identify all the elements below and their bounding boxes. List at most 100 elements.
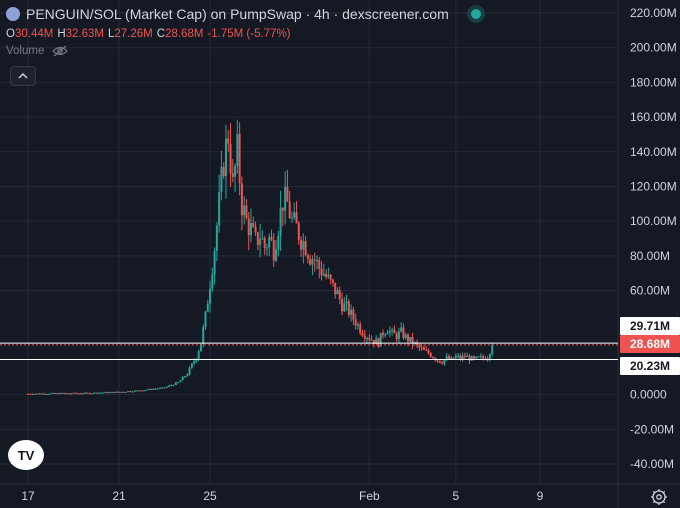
tradingview-logo[interactable]: TV — [8, 440, 44, 470]
candle[interactable] — [411, 332, 414, 350]
candle[interactable] — [108, 391, 111, 394]
candle[interactable] — [54, 392, 57, 395]
candle[interactable] — [334, 282, 337, 299]
candle[interactable] — [234, 163, 237, 193]
candle[interactable] — [311, 255, 314, 276]
candle[interactable] — [138, 390, 141, 392]
candle[interactable] — [325, 269, 328, 280]
candle[interactable] — [461, 352, 464, 362]
candle[interactable] — [302, 233, 305, 264]
candle[interactable] — [147, 388, 150, 391]
candle[interactable] — [131, 391, 134, 393]
candle[interactable] — [427, 348, 430, 355]
candle[interactable] — [58, 392, 61, 395]
candle[interactable] — [270, 229, 273, 242]
candle[interactable] — [190, 363, 193, 369]
candle[interactable] — [213, 247, 216, 285]
candle[interactable] — [347, 299, 350, 319]
candle[interactable] — [127, 391, 130, 393]
candle[interactable] — [174, 381, 177, 386]
candle[interactable] — [388, 326, 391, 338]
candle[interactable] — [320, 261, 323, 281]
candle[interactable] — [261, 230, 264, 240]
candle[interactable] — [168, 384, 171, 388]
candle[interactable] — [407, 332, 410, 347]
candle[interactable] — [33, 393, 36, 395]
volume-row[interactable]: Volume — [6, 43, 620, 59]
candle[interactable] — [409, 336, 412, 343]
candle[interactable] — [416, 339, 419, 349]
eye-off-icon[interactable] — [52, 45, 69, 57]
settings-icon[interactable] — [650, 488, 668, 506]
candle[interactable] — [95, 392, 98, 394]
candle[interactable] — [468, 353, 471, 364]
candle[interactable] — [477, 355, 480, 358]
candle[interactable] — [300, 236, 303, 258]
candle[interactable] — [161, 387, 164, 389]
candle[interactable] — [177, 381, 180, 384]
candle[interactable] — [404, 332, 407, 341]
candle[interactable] — [488, 353, 491, 362]
candle[interactable] — [304, 236, 307, 257]
candle[interactable] — [118, 391, 121, 393]
candle[interactable] — [204, 310, 207, 331]
candle[interactable] — [486, 355, 489, 363]
candle[interactable] — [104, 391, 107, 394]
candle[interactable] — [179, 379, 182, 383]
candle[interactable] — [215, 221, 218, 262]
candle[interactable] — [397, 327, 400, 344]
collapse-legend-button[interactable] — [10, 66, 36, 86]
candle[interactable] — [63, 392, 66, 395]
candle[interactable] — [250, 208, 253, 243]
candle[interactable] — [31, 393, 34, 395]
candle[interactable] — [284, 171, 287, 225]
candle[interactable] — [331, 278, 334, 287]
candle[interactable] — [306, 253, 309, 264]
candle[interactable] — [124, 391, 127, 393]
candle[interactable] — [447, 354, 450, 360]
candle[interactable] — [145, 389, 148, 391]
candle[interactable] — [363, 329, 366, 343]
candle[interactable] — [229, 123, 232, 188]
candle[interactable] — [152, 388, 155, 391]
candle[interactable] — [395, 331, 398, 342]
candle[interactable] — [479, 353, 482, 360]
candle[interactable] — [309, 254, 312, 266]
candle[interactable] — [425, 345, 428, 351]
candle[interactable] — [52, 392, 55, 395]
candle[interactable] — [83, 392, 86, 395]
candle[interactable] — [88, 392, 91, 394]
candle[interactable] — [352, 306, 355, 326]
candle[interactable] — [338, 286, 341, 305]
candle[interactable] — [222, 162, 225, 179]
candle[interactable] — [154, 388, 157, 390]
candle[interactable] — [443, 359, 446, 366]
candle[interactable] — [475, 356, 478, 360]
candle[interactable] — [295, 201, 298, 224]
candle[interactable] — [454, 353, 457, 359]
candle[interactable] — [452, 357, 455, 359]
candle[interactable] — [186, 373, 189, 377]
candle[interactable] — [156, 388, 159, 390]
candle[interactable] — [356, 321, 359, 330]
candle[interactable] — [381, 329, 384, 339]
candle[interactable] — [259, 223, 262, 258]
candle[interactable] — [368, 334, 371, 344]
candle[interactable] — [40, 393, 43, 395]
candle[interactable] — [224, 124, 227, 199]
candle[interactable] — [375, 335, 378, 345]
candle[interactable] — [202, 324, 205, 348]
candle[interactable] — [315, 255, 318, 270]
candle[interactable] — [252, 216, 255, 228]
candle[interactable] — [122, 391, 125, 393]
candle[interactable] — [97, 392, 100, 394]
candle[interactable] — [350, 304, 353, 322]
candle[interactable] — [361, 329, 364, 337]
candle[interactable] — [29, 393, 32, 395]
candle[interactable] — [386, 329, 389, 335]
candle[interactable] — [143, 390, 146, 392]
candle[interactable] — [102, 392, 105, 394]
candle[interactable] — [277, 230, 280, 257]
candle[interactable] — [436, 359, 439, 364]
